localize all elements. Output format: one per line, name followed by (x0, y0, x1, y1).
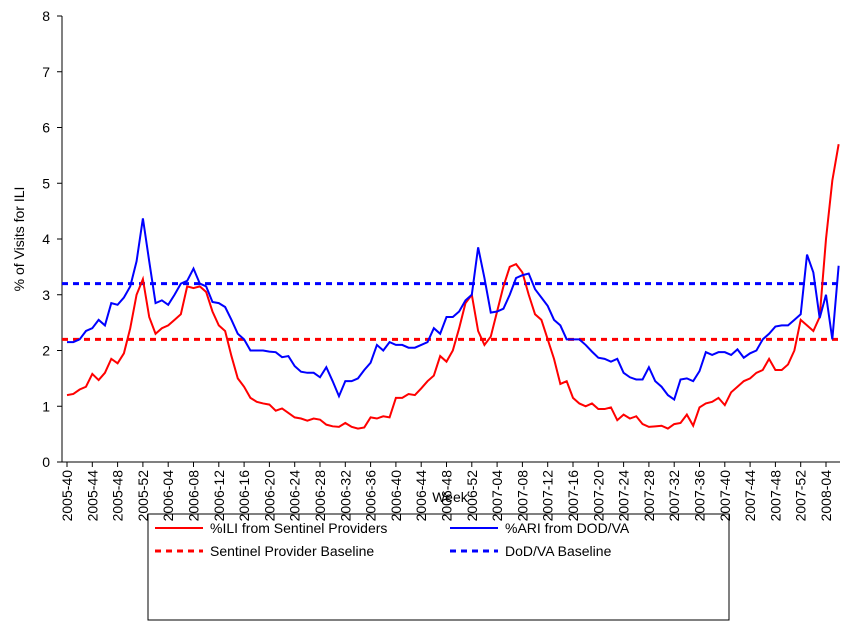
y-tick-label: 3 (42, 287, 50, 303)
x-tick-label: 2006-44 (413, 470, 429, 522)
x-tick-label: 2006-52 (464, 470, 480, 522)
x-tick-label: 2007-32 (666, 470, 682, 522)
y-tick-label: 7 (42, 64, 50, 80)
legend-label: Sentinel Provider Baseline (210, 543, 374, 559)
legend-label: DoD/VA Baseline (505, 543, 612, 559)
legend-label: %ARI from DOD/VA (505, 520, 630, 536)
x-tick-label: 2005-48 (110, 470, 126, 522)
x-tick-label: 2006-16 (236, 470, 252, 522)
x-tick-label: 2007-28 (641, 470, 657, 522)
y-tick-label: 8 (42, 8, 50, 24)
x-tick-label: 2007-48 (767, 470, 783, 522)
x-tick-label: 2007-16 (565, 470, 581, 522)
x-tick-label: 2006-20 (261, 470, 277, 522)
x-tick-label: 2005-52 (135, 470, 151, 522)
x-tick-label: 2006-12 (211, 470, 227, 522)
data-line (66, 144, 840, 430)
x-tick-label: 2005-40 (59, 470, 75, 522)
x-tick-label: 2007-04 (489, 470, 505, 522)
x-tick-label: 2006-32 (337, 470, 353, 522)
x-tick-label: 2007-24 (616, 470, 632, 522)
x-tick-label: 2006-08 (186, 470, 202, 522)
data-line (67, 218, 840, 402)
x-tick-label: 2007-52 (793, 470, 809, 522)
x-tick-label: 2007-12 (540, 470, 556, 522)
y-tick-label: 5 (42, 175, 50, 191)
y-axis-label: % of Visits for ILI (11, 187, 27, 292)
y-tick-label: 1 (42, 398, 50, 414)
y-tick-label: 6 (42, 120, 50, 136)
x-tick-label: 2005-44 (84, 470, 100, 522)
x-tick-label: 2007-20 (590, 470, 606, 522)
y-tick-label: 4 (42, 231, 50, 247)
x-tick-label: 2007-08 (514, 470, 530, 522)
x-tick-label: 2008-04 (818, 470, 834, 522)
legend-label: %ILI from Sentinel Providers (210, 520, 387, 536)
x-tick-label: 2006-48 (439, 470, 455, 522)
x-tick-label: 2006-04 (160, 470, 176, 522)
legend-box (147, 513, 730, 621)
y-tick-label: 0 (42, 454, 50, 470)
x-tick-label: 2006-28 (312, 470, 328, 522)
x-tick-label: 2006-36 (363, 470, 379, 522)
x-tick-label: 2006-40 (388, 470, 404, 522)
x-tick-label: 2007-36 (692, 470, 708, 522)
y-tick-label: 2 (42, 343, 50, 359)
x-tick-label: 2007-40 (717, 470, 733, 522)
x-tick-label: 2007-44 (742, 470, 758, 522)
x-tick-label: 2006-24 (287, 470, 303, 522)
x-axis-label: Week (432, 489, 469, 505)
